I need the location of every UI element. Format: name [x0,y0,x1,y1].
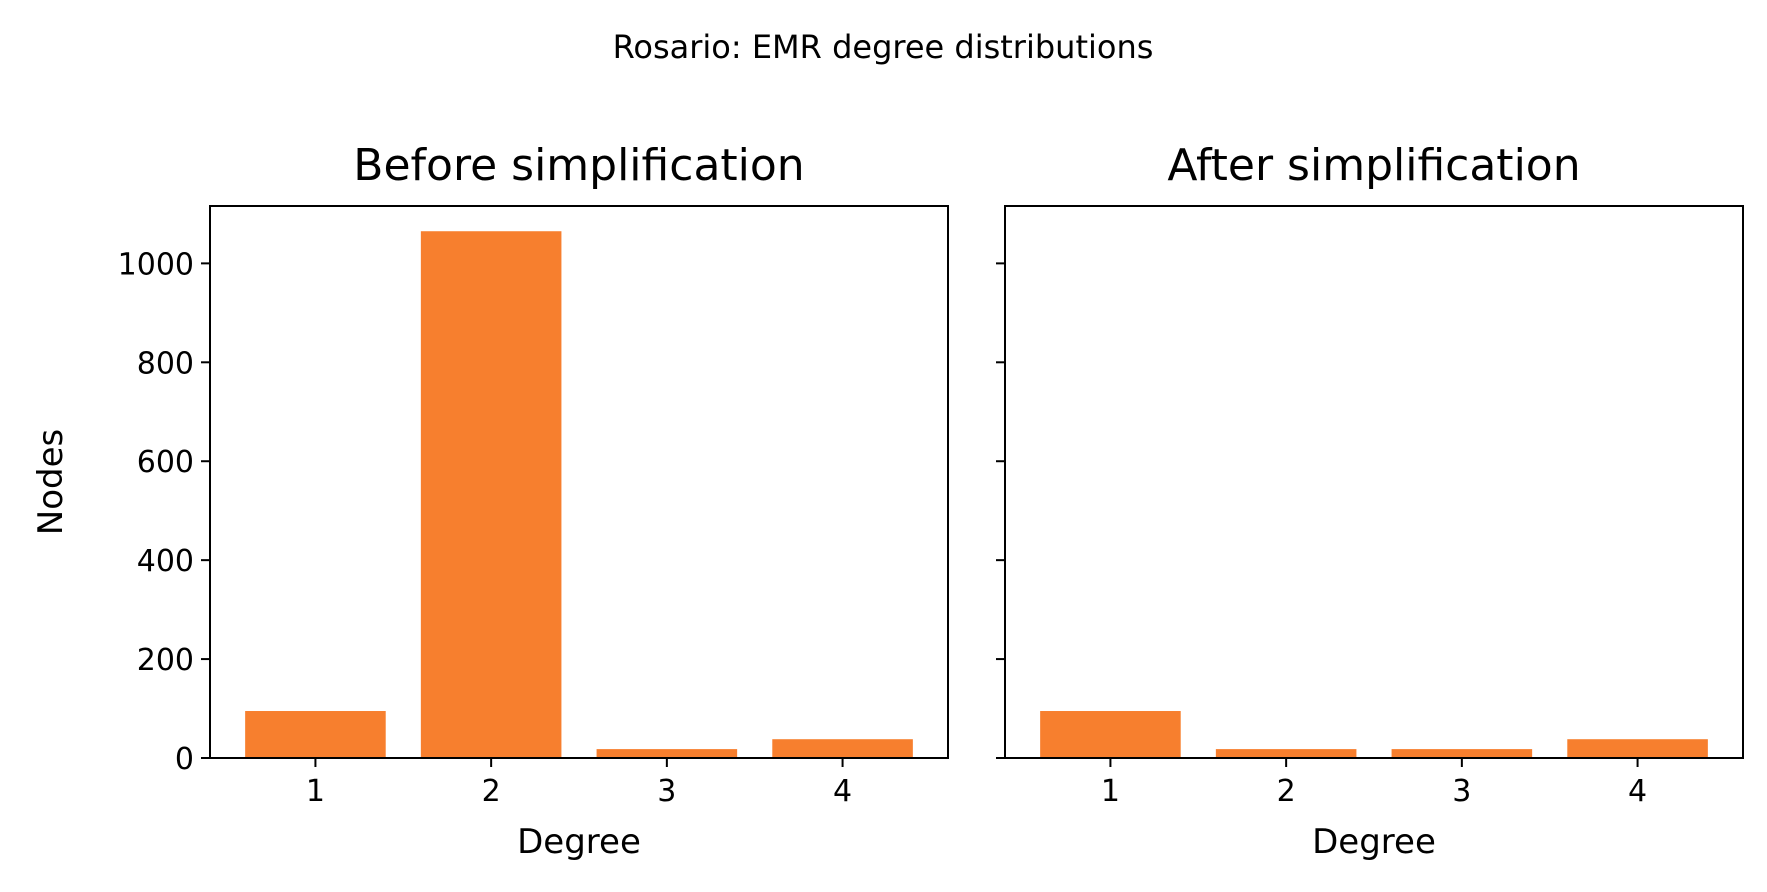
x-tick-label: 1 [1101,774,1120,809]
axes-frame [1004,205,1744,759]
x-tick-label: 3 [657,774,676,809]
subplot-1: 0 200 400 600 800 1000 1 2 3 4 Before simplificati… [31,140,949,862]
axes-frame [209,205,949,759]
y-tick-label: 0 [175,742,194,777]
bar-degree-3 [1391,749,1533,758]
figure-suptitle: Rosario: EMR degree distributions [613,28,1154,66]
y-axis-label: Nodes [31,429,71,535]
x-tick-label: 1 [306,774,325,809]
bar-degree-4 [1567,739,1708,758]
subplot-title: Before simplification [353,140,804,191]
bar-degree-1 [1040,711,1181,758]
subplot-title: After simplification [1167,140,1580,191]
bar-degree-4 [772,739,913,758]
x-tick-label: 4 [1628,774,1647,809]
subplot-2: 1 2 3 4 After simplification Degree [996,140,1744,862]
x-axis-label: Degree [1312,822,1436,862]
x-tick-label: 4 [833,774,852,809]
subplots: 0 200 400 600 800 1000 1 2 3 4 Before simplificati… [31,140,1744,862]
bar-degree-2 [1215,749,1357,758]
bar-degree-2 [420,231,562,758]
y-tick-label: 800 [137,346,194,381]
x-tick-label: 2 [1277,774,1296,809]
bar-degree-3 [596,749,738,758]
x-tick-label: 3 [1452,774,1471,809]
y-tick-label: 600 [137,445,194,480]
x-axis-label: Degree [517,822,641,862]
x-tick-label: 2 [482,774,501,809]
y-tick-label: 200 [137,643,194,678]
y-tick-label: 400 [137,544,194,579]
y-tick-label: 1000 [118,247,194,282]
bar-degree-1 [245,711,386,758]
